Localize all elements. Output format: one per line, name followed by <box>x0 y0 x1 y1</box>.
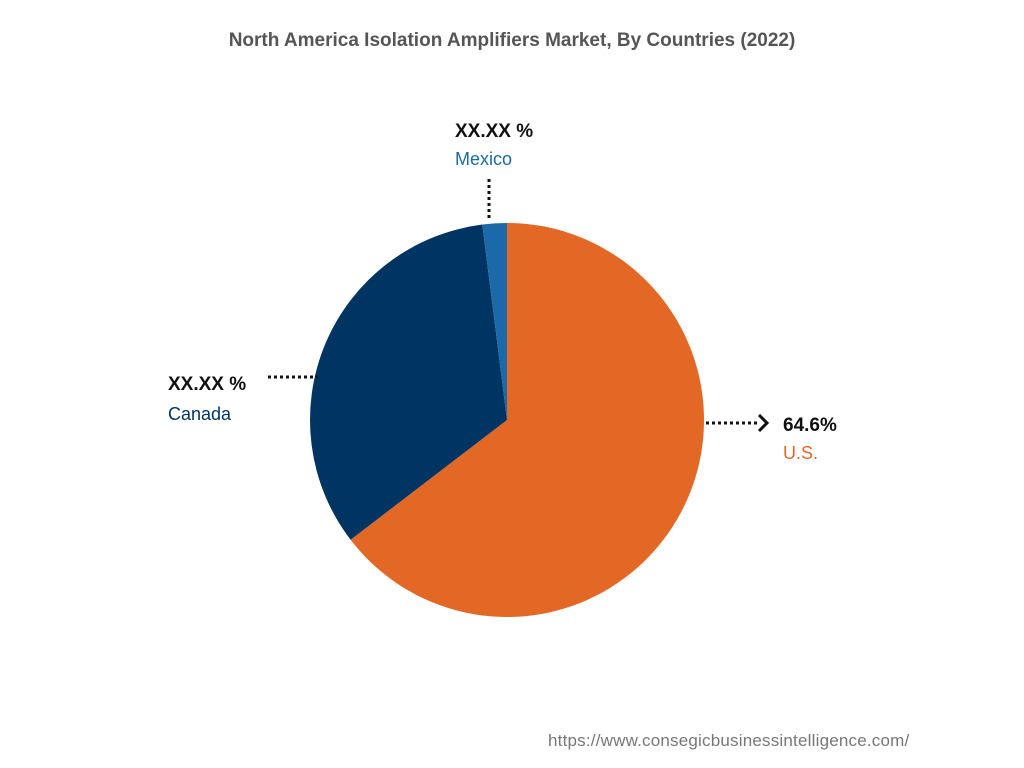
us-arrow-head <box>757 413 770 433</box>
pie-slice-us <box>350 223 704 617</box>
source-url: https://www.consegicbusinessintelligence… <box>548 731 910 750</box>
mexico-value-label: XX.XX % <box>455 121 533 142</box>
canada-name-label: Canada <box>168 404 232 424</box>
pie-slice-mexico <box>482 223 507 420</box>
pie-slices <box>309 223 704 617</box>
chart-title: North America Isolation Amplifiers Marke… <box>228 30 796 51</box>
mexico-name-label: Mexico <box>455 149 512 169</box>
canada-value-label: XX.XX % <box>168 374 246 395</box>
us-value-label: 64.6% <box>783 415 837 436</box>
us-name-label: U.S. <box>783 443 818 463</box>
pie-slice-canada <box>309 224 507 540</box>
